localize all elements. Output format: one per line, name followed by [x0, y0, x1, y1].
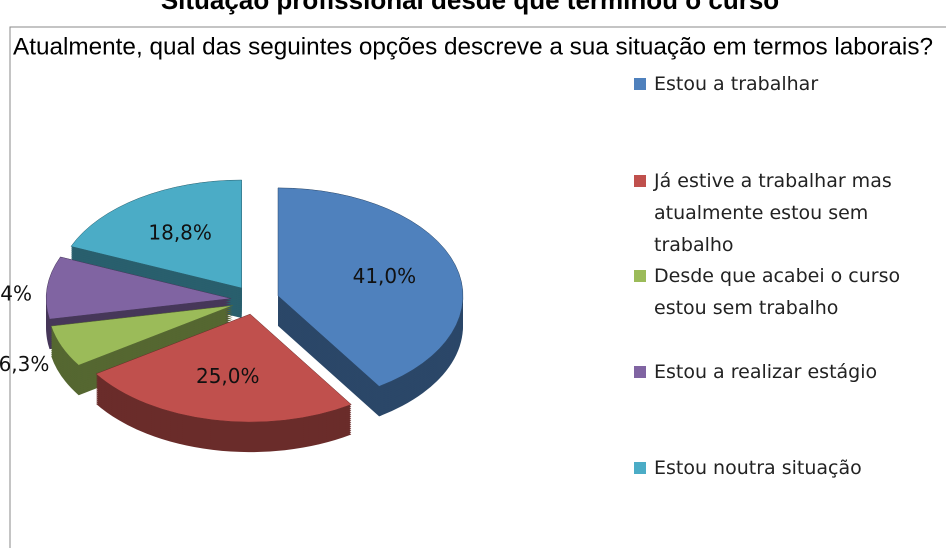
pie-slice	[70, 179, 242, 319]
chart-title: Atualmente, qual das seguintes opções de…	[13, 33, 933, 60]
legend-swatch	[634, 78, 646, 90]
data-label: 25,0%	[196, 364, 260, 388]
slice	[277, 187, 464, 387]
data-label: 41,0%	[353, 264, 417, 288]
legend-label: Desde que acabei o curso estou sem traba…	[654, 265, 901, 319]
data-label: 9,4%	[0, 282, 32, 306]
legend-label: Já estive a trabalhar mas atualmente est…	[654, 170, 892, 256]
legend-item: Desde que acabei o curso estou sem traba…	[634, 260, 934, 324]
slice	[45, 256, 232, 320]
slice	[50, 305, 233, 366]
pie-slice	[277, 187, 464, 417]
legend-item: Estou noutra situação	[634, 452, 934, 484]
data-label: 18,8%	[148, 221, 212, 245]
legend-label: Estou noutra situação	[654, 457, 862, 479]
legend-item: Estou a realizar estágio	[634, 356, 934, 388]
data-label: 6,3%	[0, 352, 49, 376]
legend-label: Estou a realizar estágio	[654, 361, 878, 383]
slice	[95, 313, 352, 423]
legend-label: Estou a trabalhar	[654, 73, 819, 95]
legend-swatch	[634, 175, 646, 187]
slice	[70, 179, 242, 289]
legend-swatch	[634, 366, 646, 378]
legend-item: Estou a trabalhar	[634, 68, 934, 100]
legend-swatch	[634, 462, 646, 474]
legend-item: Já estive a trabalhar mas atualmente est…	[634, 165, 934, 261]
page-heading: Situação profissional desde que terminou…	[161, 0, 779, 15]
pie-slice	[95, 313, 352, 453]
legend-swatch	[634, 270, 646, 282]
